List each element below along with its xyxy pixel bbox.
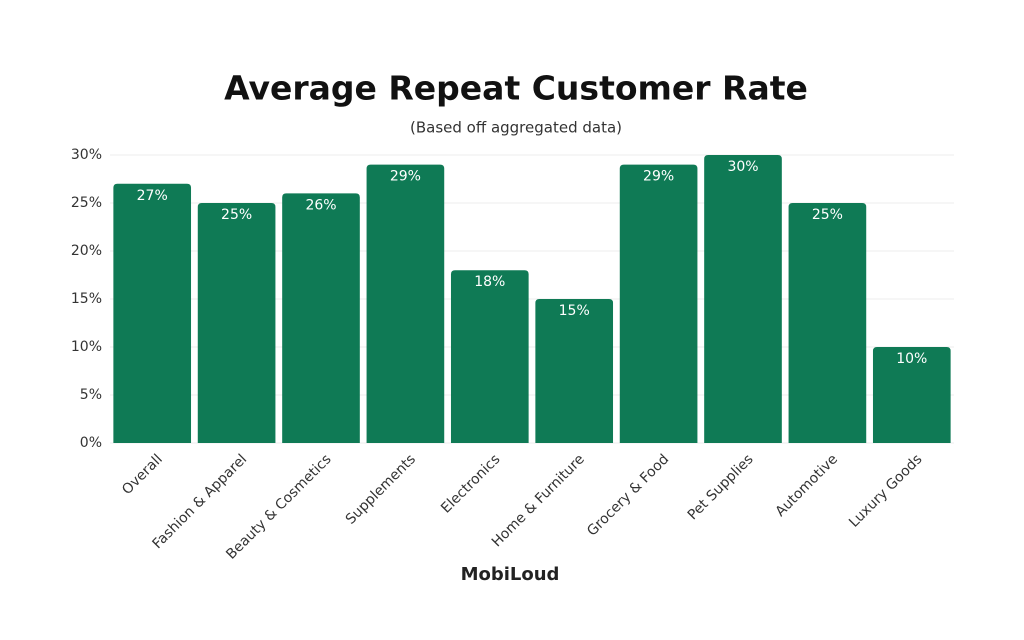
x-tick-label: Automotive [772, 451, 841, 520]
data-label: 30% [727, 159, 758, 175]
y-tick-label: 20% [71, 243, 102, 259]
x-tick-label: Electronics [438, 451, 503, 516]
data-label: 15% [559, 303, 590, 319]
data-label: 25% [221, 207, 252, 223]
x-tick-label: Overall [119, 451, 166, 498]
data-label: 18% [474, 274, 505, 290]
x-tick-label: Fashion & Apparel [149, 451, 250, 552]
bar [704, 155, 782, 443]
bar [197, 203, 276, 443]
y-tick-label: 0% [80, 435, 102, 451]
data-label: 29% [390, 169, 421, 185]
x-tick-label: Home & Furniture [489, 451, 588, 550]
chart-title: Average Repeat Customer Rate [224, 69, 808, 108]
chart-subtitle: (Based off aggregated data) [410, 119, 622, 137]
x-tick-label: Supplements [343, 451, 419, 527]
y-tick-label: 10% [71, 339, 102, 355]
bar [113, 183, 192, 444]
bar [282, 193, 360, 443]
data-label: 27% [137, 188, 168, 204]
bar [619, 164, 698, 443]
y-tick-label: 5% [80, 387, 102, 403]
data-label: 25% [812, 207, 843, 223]
y-tick-label: 15% [71, 291, 102, 307]
x-tick-label: Pet Supplies [685, 451, 757, 523]
y-tick-label: 25% [71, 195, 102, 211]
bar [872, 347, 951, 443]
bar [366, 164, 445, 443]
data-label: 26% [305, 197, 336, 213]
bar [535, 299, 614, 443]
data-label: 10% [896, 351, 927, 367]
x-tick-label: Grocery & Food [584, 451, 672, 539]
x-tick-label: Luxury Goods [846, 451, 925, 530]
y-tick-label: 30% [71, 147, 102, 163]
bar [450, 270, 529, 443]
data-label: 29% [643, 169, 674, 185]
bar [788, 203, 867, 443]
brand-footer: MobiLoud [461, 564, 560, 585]
